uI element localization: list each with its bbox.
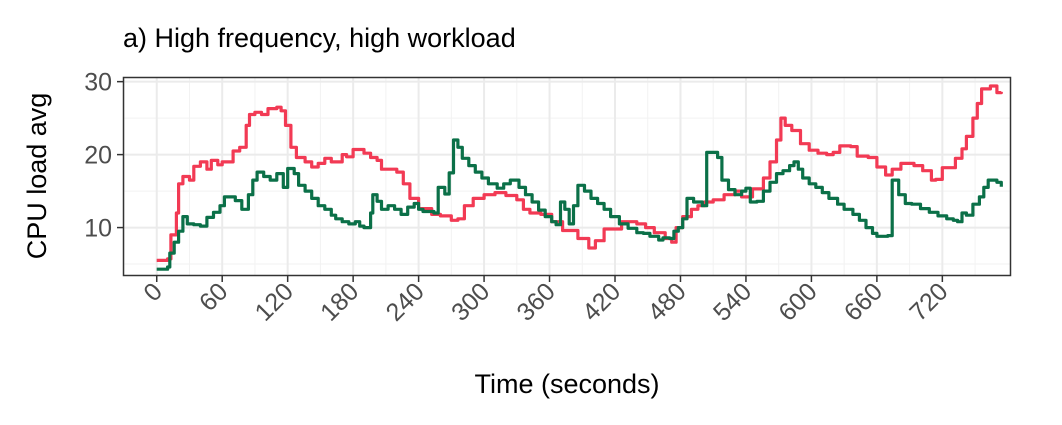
x-tick-label: 240	[381, 277, 430, 326]
x-tick-label: 360	[511, 277, 560, 326]
x-tick-label: 0	[138, 277, 168, 307]
chart-title: a) High frequency, high workload	[123, 23, 516, 53]
x-tick-label: 720	[904, 277, 953, 326]
y-axis-title: CPU load avg	[22, 93, 52, 260]
x-axis: 0 60 120 180 240 300 360 420 480 540 600 660 720	[138, 275, 954, 327]
x-tick-label: 420	[577, 277, 626, 326]
y-tick-label: 20	[84, 142, 112, 170]
x-axis-title: Time (seconds)	[474, 369, 659, 399]
plot-border	[122, 76, 1012, 277]
y-tick-label: 10	[84, 215, 112, 243]
x-tick-label: 600	[773, 277, 822, 326]
series-layer	[156, 84, 1003, 271]
series-line-2	[156, 138, 1003, 271]
x-tick-label: 120	[250, 277, 299, 326]
x-tick-label: 180	[315, 277, 364, 326]
x-tick-label: 300	[446, 277, 495, 326]
x-tick-label: 540	[708, 277, 757, 326]
x-tick-label: 480	[642, 277, 691, 326]
series-line-1	[156, 84, 1003, 262]
y-tick-label: 30	[84, 69, 112, 97]
x-tick-label: 60	[194, 277, 233, 316]
x-tick-label: 660	[839, 277, 888, 326]
y-axis: 10 20 30	[84, 69, 124, 243]
